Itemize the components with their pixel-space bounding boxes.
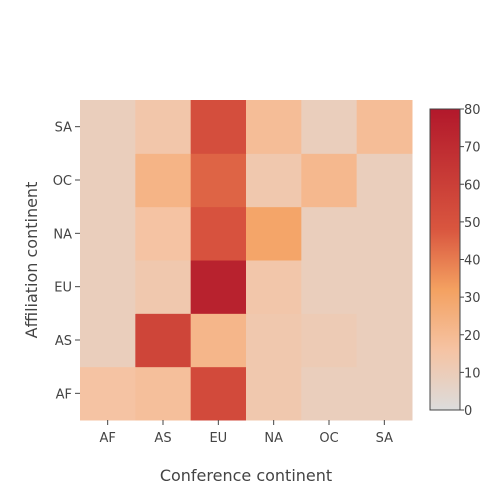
- colorbar-tick-label: 10: [464, 366, 481, 381]
- x-tick-label: OC: [319, 431, 338, 446]
- x-axis-ticks: AF AS EU NA OC SA: [99, 420, 393, 446]
- y-tick-label: SA: [55, 121, 72, 136]
- heatmap-cell-EU-AS: [135, 260, 192, 314]
- heatmap-cell-OC-EU: [190, 153, 247, 208]
- heatmap-cell-OC-AF: [80, 153, 136, 208]
- heatmap-cell-EU-NA: [246, 260, 302, 314]
- colorbar-tick-label: 60: [464, 178, 481, 193]
- heatmap-cell-AF-EU: [190, 366, 247, 421]
- heatmap-cell-NA-AF: [80, 206, 136, 261]
- heatmap-cell-SA-EU: [190, 100, 247, 154]
- colorbar-tick-label: 0: [464, 404, 472, 419]
- y-tick-label: NA: [53, 227, 72, 242]
- heatmap-cell-EU-EU: [190, 260, 247, 314]
- x-tick-label: SA: [376, 431, 393, 446]
- heatmap-cell-SA-NA: [246, 100, 302, 154]
- heatmap-cell-NA-OC: [301, 206, 358, 261]
- y-tick-label: AS: [55, 334, 72, 349]
- heatmap-cell-OC-OC: [301, 153, 358, 208]
- colorbar-tick-label: 40: [464, 254, 481, 269]
- heatmap-cell-SA-SA: [356, 100, 413, 154]
- heatmap-cell-AS-EU: [190, 313, 247, 368]
- heatmap-cell-NA-EU: [190, 206, 247, 261]
- heatmap-cell-AF-SA: [356, 366, 413, 421]
- heatmap-cell-NA-AS: [135, 206, 192, 261]
- heatmap-cell-AF-NA: [246, 366, 302, 421]
- heatmap-cell-EU-AF: [80, 260, 136, 314]
- heatmap-cell-AS-NA: [246, 313, 302, 368]
- heatmap-cell-OC-SA: [356, 153, 413, 208]
- colorbar: 0 10 20 30 40 50 60 70 80: [429, 103, 481, 419]
- x-tick-label: AF: [99, 431, 115, 446]
- heatmap-cells: [80, 100, 413, 421]
- heatmap-cell-SA-AF: [80, 100, 136, 154]
- x-tick-label: AS: [154, 431, 171, 446]
- heatmap-cell-OC-AS: [135, 153, 192, 208]
- x-tick-label: NA: [264, 431, 283, 446]
- heatmap-cell-AS-AF: [80, 313, 136, 368]
- heatmap-cell-AS-OC: [301, 313, 358, 368]
- x-tick-label: EU: [209, 431, 227, 446]
- colorbar-ticks: 0 10 20 30 40 50 60 70 80: [460, 103, 481, 419]
- heatmap-cell-NA-NA: [246, 206, 302, 261]
- heatmap-cell-EU-OC: [301, 260, 358, 314]
- colorbar-tick-label: 50: [464, 216, 481, 231]
- heatmap-cell-SA-AS: [135, 100, 192, 154]
- heatmap-cell-SA-OC: [301, 100, 358, 154]
- heatmap-cell-AF-AS: [135, 366, 192, 421]
- y-tick-label: OC: [53, 174, 72, 189]
- heatmap-cell-AS-SA: [356, 313, 413, 368]
- y-tick-label: AF: [56, 387, 72, 402]
- heatmap-cell-AF-AF: [80, 366, 136, 421]
- colorbar-tick-label: 70: [464, 141, 481, 156]
- y-axis-title: Affiliation continent: [22, 182, 41, 339]
- heatmap-cell-EU-SA: [356, 260, 413, 314]
- colorbar-tick-label: 30: [464, 291, 481, 306]
- y-tick-label: EU: [54, 281, 72, 296]
- x-axis-title: Conference continent: [160, 466, 332, 485]
- y-axis-ticks: AF AS EU NA OC SA: [53, 121, 80, 402]
- heatmap-cell-AF-OC: [301, 366, 358, 421]
- colorbar-tick-label: 20: [464, 329, 481, 344]
- colorbar-gradient: [429, 108, 461, 411]
- heatmap-cell-OC-NA: [246, 153, 302, 208]
- heatmap-cell-AS-AS: [135, 313, 192, 368]
- heatmap-cell-NA-SA: [356, 206, 413, 261]
- colorbar-tick-label: 80: [464, 103, 481, 118]
